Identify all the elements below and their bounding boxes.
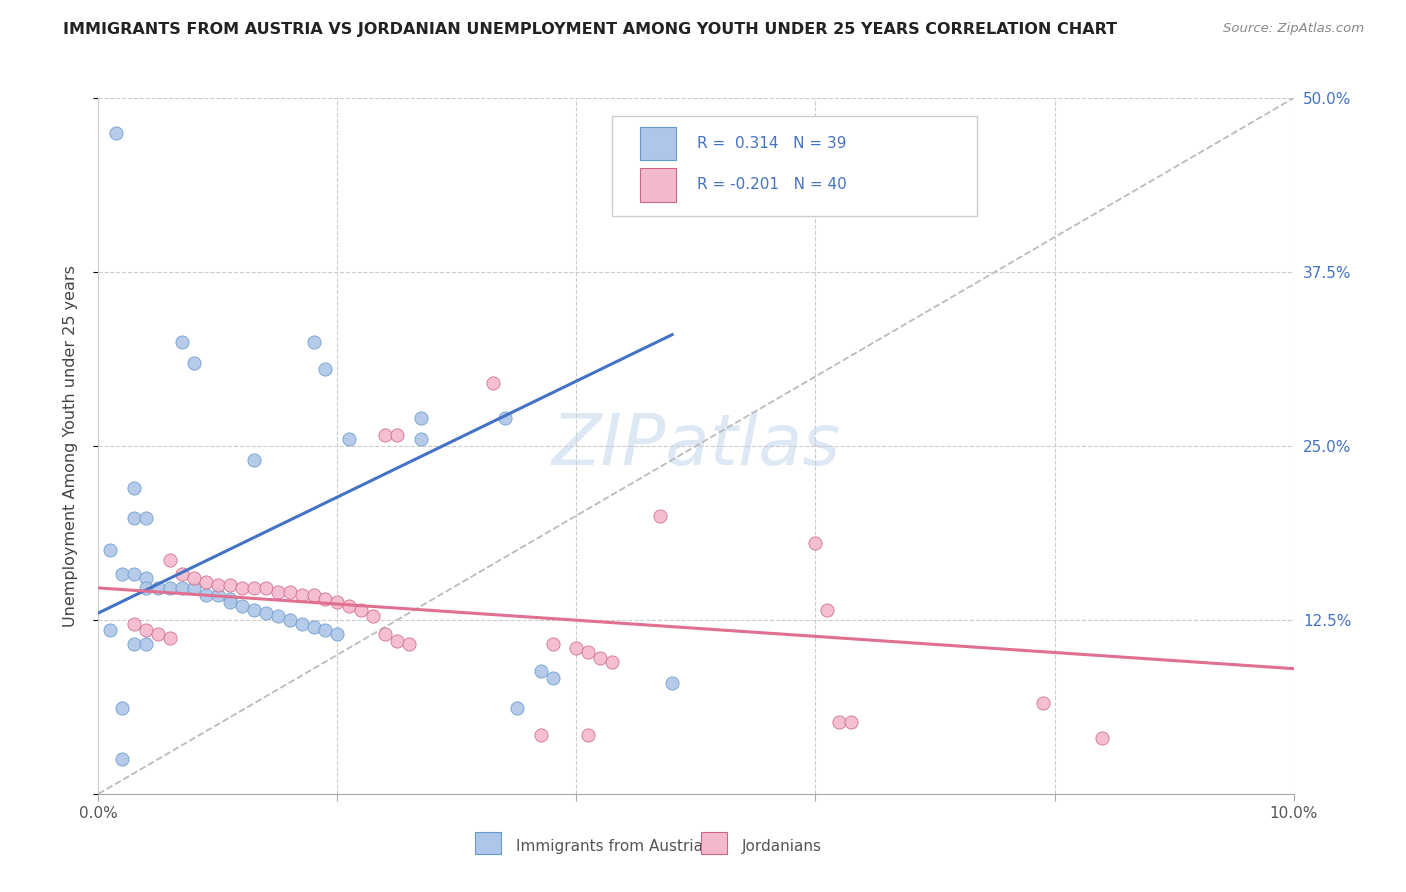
Point	[650, 508, 672, 523]
Point	[254, 581, 277, 595]
Point	[315, 592, 337, 607]
Point	[98, 543, 122, 558]
Point	[278, 613, 301, 627]
Point	[339, 432, 361, 446]
Point	[243, 453, 266, 467]
Point	[541, 637, 564, 651]
Point	[804, 536, 827, 550]
Point	[350, 603, 373, 617]
Point	[398, 637, 420, 651]
Point	[219, 578, 242, 592]
Point	[278, 585, 301, 599]
Point	[111, 700, 134, 714]
Point	[315, 362, 337, 376]
Point	[494, 411, 516, 425]
Point	[111, 752, 134, 766]
Point	[267, 585, 290, 599]
Point	[219, 592, 242, 607]
Point	[195, 588, 218, 602]
Point	[172, 334, 194, 349]
Point	[124, 481, 146, 495]
Point	[385, 633, 409, 648]
FancyBboxPatch shape	[613, 116, 977, 217]
Point	[578, 645, 600, 659]
Point	[159, 631, 181, 645]
Point	[482, 376, 505, 391]
Point	[111, 567, 134, 582]
Point	[254, 606, 277, 620]
Point	[815, 603, 838, 617]
Point	[315, 623, 337, 637]
Point	[183, 571, 205, 585]
Point	[267, 608, 290, 623]
Point	[326, 627, 349, 641]
Text: ZIPatlas: ZIPatlas	[551, 411, 841, 481]
Point	[411, 411, 433, 425]
Text: R =  0.314   N = 39: R = 0.314 N = 39	[697, 136, 846, 151]
Point	[1091, 731, 1114, 746]
Point	[578, 728, 600, 742]
Point	[363, 608, 385, 623]
Point	[841, 714, 863, 729]
Point	[172, 567, 194, 582]
Point	[589, 650, 612, 665]
Point	[219, 595, 242, 609]
Point	[602, 655, 624, 669]
Point	[124, 511, 146, 525]
Point	[183, 581, 205, 595]
Point	[302, 588, 325, 602]
Point	[385, 428, 409, 442]
Point	[374, 428, 396, 442]
Text: Source: ZipAtlas.com: Source: ZipAtlas.com	[1223, 22, 1364, 36]
Point	[195, 575, 218, 590]
Point	[135, 571, 157, 585]
Point	[661, 675, 683, 690]
Point	[183, 355, 205, 369]
Point	[828, 714, 851, 729]
Point	[207, 588, 229, 602]
Point	[291, 588, 314, 602]
Point	[159, 553, 181, 567]
Point	[291, 617, 314, 632]
Point	[159, 581, 181, 595]
Point	[135, 637, 157, 651]
Point	[339, 599, 361, 613]
Point	[530, 665, 553, 679]
Point	[124, 637, 146, 651]
Point	[231, 599, 253, 613]
Point	[302, 620, 325, 634]
Point	[207, 578, 229, 592]
Bar	[640, 127, 676, 161]
Bar	[700, 832, 727, 855]
Point	[135, 623, 157, 637]
Point	[243, 581, 266, 595]
Point	[541, 672, 564, 686]
Point	[124, 567, 146, 582]
Point	[148, 627, 170, 641]
Text: Jordanians: Jordanians	[741, 838, 821, 854]
Point	[530, 728, 553, 742]
Point	[411, 432, 433, 446]
Point	[302, 334, 325, 349]
Point	[105, 126, 128, 140]
Bar	[640, 169, 676, 202]
Y-axis label: Unemployment Among Youth under 25 years: Unemployment Among Youth under 25 years	[63, 265, 77, 627]
Point	[135, 581, 157, 595]
Point	[135, 511, 157, 525]
Point	[124, 617, 146, 632]
Point	[231, 581, 253, 595]
Text: IMMIGRANTS FROM AUSTRIA VS JORDANIAN UNEMPLOYMENT AMONG YOUTH UNDER 25 YEARS COR: IMMIGRANTS FROM AUSTRIA VS JORDANIAN UNE…	[63, 22, 1118, 37]
Point	[172, 581, 194, 595]
Point	[243, 603, 266, 617]
Point	[506, 700, 529, 714]
Point	[98, 623, 122, 637]
Point	[1032, 697, 1054, 711]
Text: R = -0.201   N = 40: R = -0.201 N = 40	[697, 178, 846, 193]
Bar	[475, 832, 501, 855]
Point	[326, 595, 349, 609]
Point	[148, 581, 170, 595]
Text: Immigrants from Austria: Immigrants from Austria	[516, 838, 703, 854]
Point	[374, 627, 396, 641]
Point	[565, 640, 588, 655]
